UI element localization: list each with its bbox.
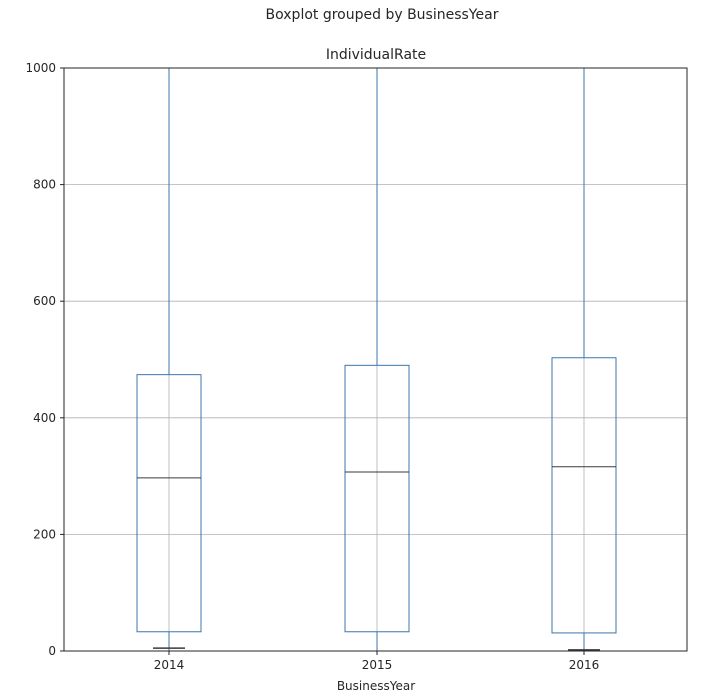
y-tick-label: 800 [33,178,56,192]
chart-title: IndividualRate [326,47,426,63]
box-group-2014 [136,68,202,651]
box-group-2016 [551,68,617,651]
y-tick-label: 600 [33,294,56,308]
iqr-box [551,357,617,634]
y-axis: 0 200 400 600 800 1000 [25,61,64,658]
x-tick-label-2016: 2016 [569,658,600,672]
plot-frame [63,67,688,652]
y-tick-label: 0 [48,644,56,658]
box-group-2015 [344,68,410,651]
iqr-box [344,364,410,633]
grid-layer [64,68,687,651]
y-tick-label: 400 [33,411,56,425]
x-tick-label-2015: 2015 [362,658,393,672]
chart-suptitle: Boxplot grouped by BusinessYear [266,7,499,23]
x-tick-label-2014: 2014 [154,658,185,672]
y-tick-label: 200 [33,527,56,541]
iqr-box [136,374,202,633]
x-axis: 2014 2015 2016 [154,651,600,672]
box-layer [136,68,617,651]
y-tick-label: 1000 [25,61,56,75]
x-axis-label: BusinessYear [337,679,415,693]
